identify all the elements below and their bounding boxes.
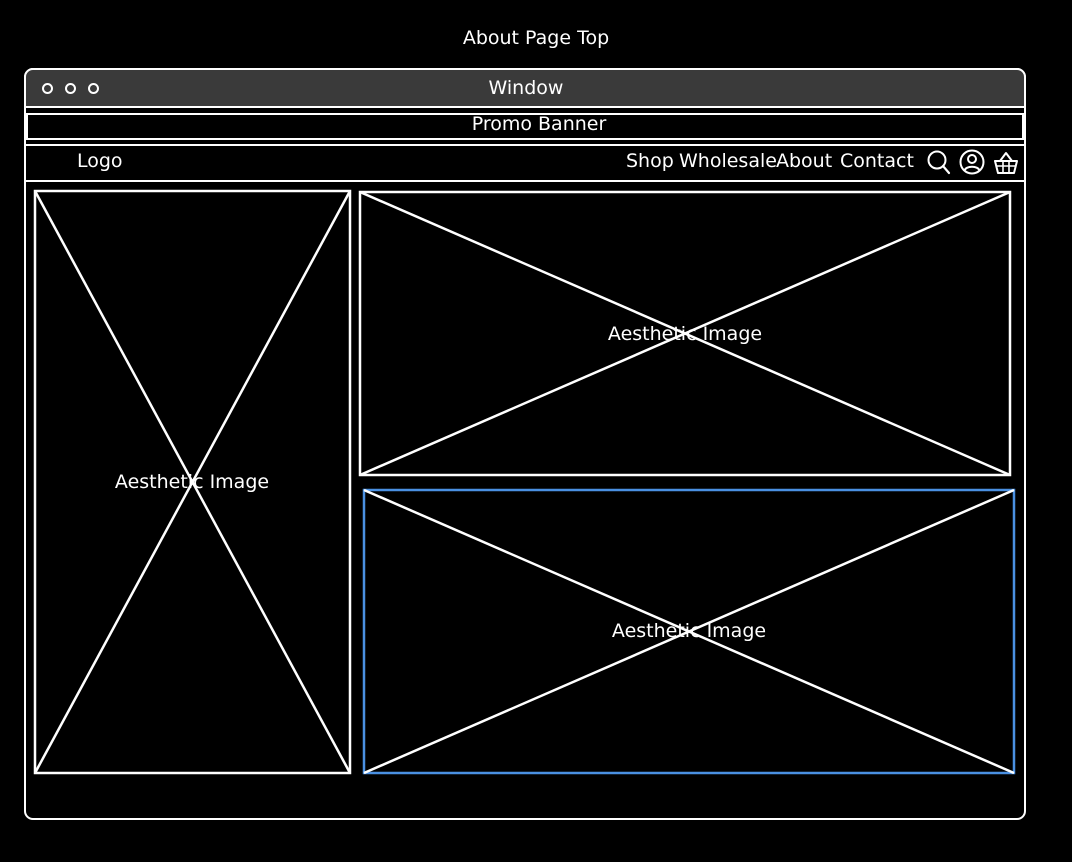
window-titlebar (24, 68, 1026, 108)
window-control-maximize[interactable] (88, 83, 99, 94)
search-icon[interactable] (926, 148, 952, 176)
window-title: Window (488, 77, 564, 99)
window-control-close[interactable] (42, 83, 53, 94)
image-placeholder-left[interactable]: Aesthetic Image (33, 189, 352, 775)
nav-link-shop[interactable]: Shop (626, 150, 674, 172)
logo[interactable]: Logo (77, 150, 123, 172)
promo-banner[interactable] (26, 113, 1024, 140)
basket-icon[interactable] (992, 148, 1020, 176)
selection-outline (362, 488, 1016, 775)
image-label: Aesthetic Image (115, 471, 269, 493)
navigation-bar (24, 144, 1026, 182)
account-icon[interactable] (958, 148, 986, 176)
window-control-minimize[interactable] (65, 83, 76, 94)
image-label: Aesthetic Image (612, 620, 766, 642)
image-label: Aesthetic Image (608, 323, 762, 345)
image-placeholder-bottom-right[interactable]: Aesthetic Image (362, 488, 1016, 775)
image-placeholder-top-right[interactable]: Aesthetic Image (358, 190, 1012, 477)
nav-link-contact[interactable]: Contact (840, 150, 914, 172)
nav-link-wholesale[interactable]: Wholesale (679, 150, 777, 172)
promo-banner-label: Promo Banner (471, 113, 607, 135)
nav-link-about[interactable]: About (776, 150, 833, 172)
page-title: About Page Top (462, 27, 610, 49)
